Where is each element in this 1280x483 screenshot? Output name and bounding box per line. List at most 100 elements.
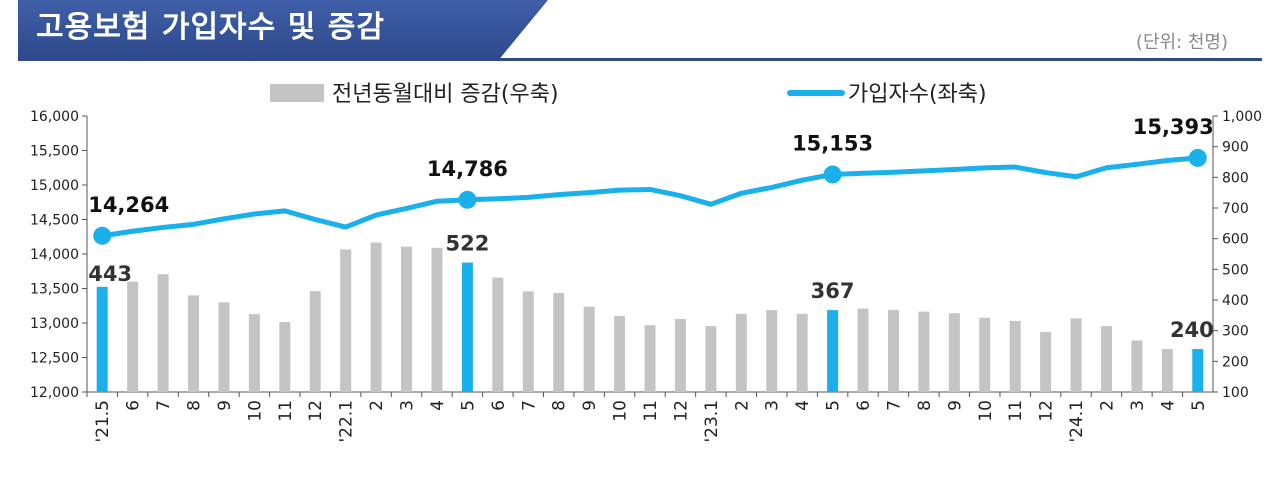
bar [553, 292, 565, 392]
bar [96, 286, 108, 392]
bar [583, 306, 595, 392]
bar [157, 274, 169, 392]
line-marker [1188, 148, 1207, 167]
bar [218, 302, 230, 392]
x-tick-label: 7 [154, 400, 174, 411]
bar [127, 281, 139, 392]
bar [309, 291, 321, 392]
bar [248, 314, 260, 392]
right-tick-label: 900 [1222, 140, 1249, 156]
x-tick-label: '24.1 [1067, 400, 1087, 443]
x-tick-label: 7 [884, 400, 904, 411]
subscriber-line [99, 155, 1201, 239]
x-tick-label: 2 [1097, 400, 1117, 411]
x-tick-label: 5 [458, 400, 478, 411]
bar [887, 309, 899, 392]
x-tick-label: 10 [611, 400, 631, 422]
line-value-label: 14,264 [88, 193, 169, 217]
title-rule [18, 58, 1262, 61]
left-tick-label: 13,500 [30, 282, 79, 298]
data-labels: 14,264 14,786 15,153 15,393 443 522 367 240 [88, 115, 1214, 342]
right-tick-label: 1,000 [1222, 109, 1262, 125]
right-tick-label: 800 [1222, 170, 1249, 186]
line-value-label: 15,393 [1133, 115, 1214, 139]
left-tick-label: 12,000 [30, 385, 79, 401]
bar [766, 310, 778, 392]
x-tick-label: 4 [793, 400, 813, 411]
bar [948, 313, 960, 392]
legend-bar-label: 전년동월대비 증감(우축) [332, 82, 559, 107]
bar [1009, 320, 1021, 392]
left-tick-label: 15,500 [30, 144, 79, 160]
bar [857, 308, 869, 392]
bar [827, 310, 839, 392]
legend-line-label: 가입자수(좌축) [848, 82, 987, 107]
left-tick-label: 12,500 [30, 351, 79, 367]
x-tick-label: 10 [245, 400, 265, 422]
x-tick-label: 7 [519, 400, 539, 411]
right-tick-label: 700 [1222, 201, 1249, 217]
bar [979, 317, 991, 392]
bar [1040, 331, 1052, 392]
bar [735, 313, 747, 392]
bar [644, 325, 656, 392]
x-tick-label: '22.1 [337, 400, 357, 443]
right-tick-label: 600 [1222, 232, 1249, 248]
x-tick-label: 4 [428, 400, 448, 411]
right-tick-label: 500 [1222, 262, 1249, 278]
x-tick-label: 5 [824, 400, 844, 411]
bar-value-label: 443 [88, 262, 132, 286]
bar [492, 277, 504, 392]
bar [522, 291, 534, 392]
x-tick-label: '23.1 [702, 400, 722, 443]
bar [461, 262, 473, 392]
left-tick-label: 14,000 [30, 247, 79, 263]
x-tick-label: 11 [276, 400, 296, 422]
x-tick-label: 2 [367, 400, 387, 411]
x-tick-label: 4 [1158, 400, 1178, 411]
legend-bar-swatch [270, 84, 324, 102]
line-value-label: 15,153 [792, 131, 873, 155]
bar [674, 319, 686, 392]
x-tick-label: 5 [1189, 400, 1209, 411]
bar [1161, 349, 1173, 392]
line-marker [93, 226, 112, 245]
x-tick-label: 6 [489, 400, 509, 411]
bar-value-label: 522 [445, 232, 489, 256]
x-tick-label: 9 [945, 400, 965, 411]
axes: 12,000 12,500 13,000 13,500 14,000 14,500 15,0… [30, 109, 1262, 443]
legend: 전년동월대비 증감(우축) 가입자수(좌축) [270, 82, 987, 107]
right-tick-label: 300 [1222, 324, 1249, 340]
x-tick-label: 6 [124, 400, 144, 411]
line-marker [823, 165, 842, 184]
x-tick-label: 3 [763, 400, 783, 411]
x-tick-label: 8 [915, 400, 935, 411]
x-tick-label: 8 [550, 400, 570, 411]
right-tick-label: 400 [1222, 293, 1249, 309]
bar-value-label: 367 [811, 279, 855, 303]
left-tick-label: 15,000 [30, 178, 79, 194]
x-tick-label: 6 [854, 400, 874, 411]
bar [614, 315, 626, 392]
left-tick-label: 16,000 [30, 109, 79, 125]
bar [431, 247, 443, 392]
x-tick-label: 2 [732, 400, 752, 411]
bar [918, 311, 930, 392]
bar [279, 322, 291, 392]
bar [1192, 349, 1204, 392]
right-tick-label: 200 [1222, 354, 1249, 370]
line-marker [458, 190, 477, 209]
line-series [93, 148, 1207, 245]
x-tick-label: 10 [976, 400, 996, 422]
x-tick-label: 8 [185, 400, 205, 411]
bar [340, 249, 352, 392]
bar [401, 246, 413, 392]
bar-value-label: 240 [1170, 318, 1214, 342]
left-tick-label: 14,500 [30, 213, 79, 229]
line-value-label: 14,786 [427, 157, 508, 181]
left-tick-label: 13,000 [30, 316, 79, 332]
x-tick-label: 9 [215, 400, 235, 411]
x-tick-label: 12 [1037, 400, 1057, 422]
bar [796, 313, 808, 392]
